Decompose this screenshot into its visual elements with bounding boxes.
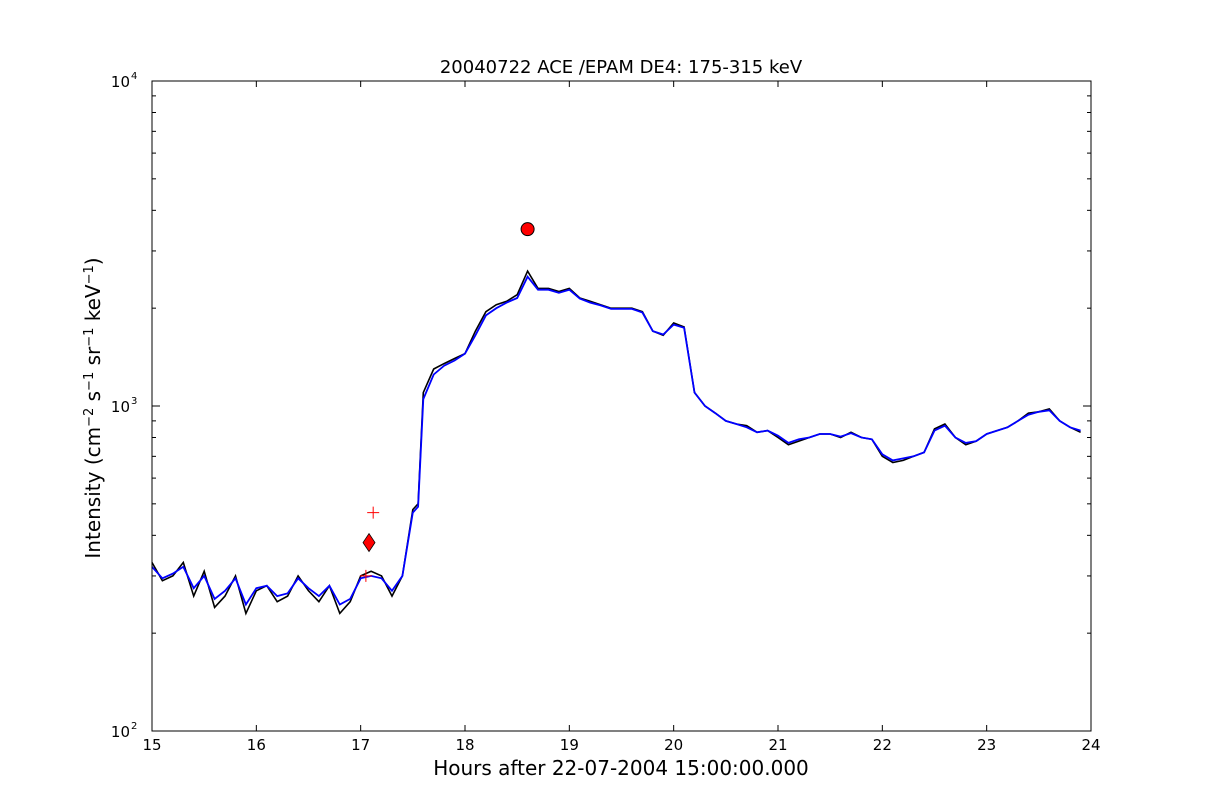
x-axis-label: Hours after 22-07-2004 15:00:00.000 <box>433 756 809 780</box>
axes-frame <box>151 80 1092 732</box>
x-tick-label: 23 <box>977 736 996 754</box>
x-tick-label: 19 <box>560 736 579 754</box>
series-line-1 <box>151 275 1081 607</box>
x-tick-label: 22 <box>873 736 892 754</box>
y-tick-label: 10 <box>111 723 130 741</box>
marker-plus-3 <box>359 569 372 582</box>
y-tick-label: 10 <box>111 73 130 91</box>
x-tick-label: 21 <box>768 736 787 754</box>
chart-title: 20040722 ACE /EPAM DE4: 175-315 keV <box>440 57 803 78</box>
x-tick-label: 15 <box>142 736 161 754</box>
marker-layer <box>359 222 535 582</box>
series-line-0 <box>151 269 1081 616</box>
y-tick-exponent: 4 <box>131 71 137 82</box>
marker-diamond-1 <box>362 532 376 553</box>
x-tick-label: 24 <box>1081 736 1100 754</box>
y-tick-exponent: 3 <box>131 396 137 407</box>
x-tick-label: 17 <box>351 736 370 754</box>
y-tick-exponent: 2 <box>131 721 137 732</box>
y-axis-label: Intensity (cm−2 s−1 sr−1 keV−1) <box>81 257 105 558</box>
marker-plus-2 <box>367 506 380 519</box>
series-layer <box>151 269 1081 616</box>
plot-frame <box>151 80 1092 732</box>
x-tick-label: 20 <box>664 736 683 754</box>
x-tick-label: 16 <box>247 736 266 754</box>
y-tick-label: 10 <box>111 398 130 416</box>
x-tick-label: 18 <box>455 736 474 754</box>
marker-circle-0 <box>520 222 535 237</box>
